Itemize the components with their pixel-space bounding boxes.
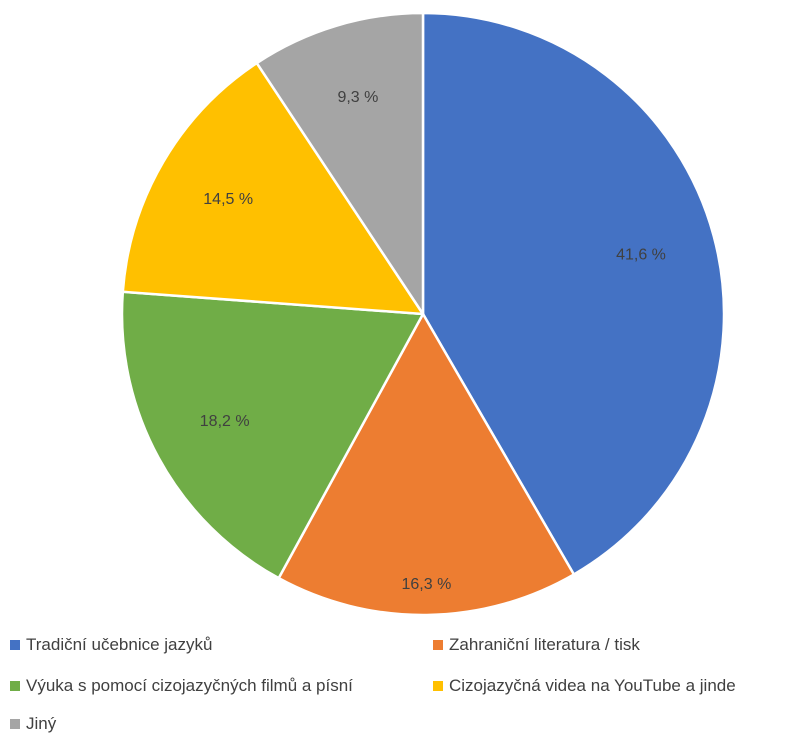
- legend-label: Cizojazyčná videa na YouTube a jinde: [449, 676, 736, 695]
- pie-chart: 41,6 % 16,3 % 18,2 % 14,5 % 9,3 %: [120, 11, 726, 617]
- legend-swatch: [433, 640, 443, 650]
- legend-swatch: [10, 640, 20, 650]
- pie-slice-foreign-literature: [277, 312, 576, 617]
- data-label-foreign-literature: 16,3 %: [401, 576, 451, 593]
- legend-label: Zahraniční literatura / tisk: [449, 635, 640, 654]
- legend-swatch: [433, 681, 443, 691]
- legend-label: Jiný: [26, 714, 57, 733]
- pie-slice-other: [255, 11, 425, 316]
- pie-slice-youtube-videos: [121, 61, 425, 316]
- legend-item-foreign-literature: Zahraniční literatura / tisk: [433, 635, 640, 655]
- legend-swatch: [10, 719, 20, 729]
- data-label-other: 9,3 %: [337, 89, 378, 106]
- legend-item-traditional-textbooks: Tradiční učebnice jazyků: [10, 635, 212, 655]
- legend-item-youtube-videos: Cizojazyčná videa na YouTube a jinde: [433, 676, 736, 696]
- pie-slice-traditional-textbooks: [421, 11, 726, 576]
- legend-label: Výuka s pomocí cizojazyčných filmů a pís…: [26, 676, 353, 695]
- legend: Tradiční učebnice jazyků Zahraniční lite…: [0, 628, 803, 735]
- pie-slice-films-and-songs: [120, 290, 425, 580]
- data-label-youtube-videos: 14,5 %: [203, 191, 253, 208]
- legend-item-films-and-songs: Výuka s pomocí cizojazyčných filmů a pís…: [10, 676, 353, 696]
- data-label-films-and-songs: 18,2 %: [200, 413, 250, 430]
- data-label-traditional-textbooks: 41,6 %: [616, 247, 666, 264]
- legend-swatch: [10, 681, 20, 691]
- legend-item-other: Jiný: [10, 714, 56, 734]
- legend-label: Tradiční učebnice jazyků: [26, 635, 213, 654]
